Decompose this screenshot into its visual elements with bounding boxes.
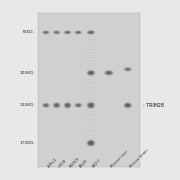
Text: 22Rv1: 22Rv1: [47, 157, 59, 168]
Ellipse shape: [52, 102, 61, 109]
Ellipse shape: [64, 31, 71, 34]
Ellipse shape: [76, 104, 80, 107]
Ellipse shape: [55, 104, 59, 107]
Ellipse shape: [43, 103, 49, 107]
Ellipse shape: [53, 31, 60, 34]
Ellipse shape: [75, 103, 82, 108]
Ellipse shape: [55, 31, 59, 33]
Ellipse shape: [63, 30, 72, 35]
Ellipse shape: [64, 30, 71, 34]
Ellipse shape: [43, 104, 49, 107]
Ellipse shape: [87, 140, 95, 146]
Ellipse shape: [88, 141, 94, 145]
Ellipse shape: [125, 103, 131, 107]
Ellipse shape: [89, 31, 93, 34]
Ellipse shape: [42, 103, 50, 108]
Ellipse shape: [87, 70, 95, 76]
Ellipse shape: [89, 71, 93, 75]
Ellipse shape: [124, 67, 132, 71]
Ellipse shape: [87, 71, 94, 75]
Ellipse shape: [86, 30, 96, 35]
Ellipse shape: [88, 31, 94, 34]
Ellipse shape: [43, 31, 49, 34]
Ellipse shape: [87, 30, 95, 35]
Ellipse shape: [123, 102, 132, 109]
Text: Mouse brain: Mouse brain: [129, 148, 149, 168]
Ellipse shape: [88, 103, 94, 108]
Ellipse shape: [74, 103, 83, 108]
Ellipse shape: [53, 103, 60, 108]
Ellipse shape: [87, 31, 94, 34]
Ellipse shape: [66, 32, 69, 33]
Ellipse shape: [104, 70, 114, 76]
Ellipse shape: [55, 32, 58, 33]
Ellipse shape: [104, 70, 113, 75]
Ellipse shape: [89, 142, 93, 144]
Ellipse shape: [64, 102, 71, 108]
Ellipse shape: [44, 104, 48, 107]
Ellipse shape: [89, 103, 93, 107]
Text: MCF7: MCF7: [92, 158, 102, 168]
Ellipse shape: [125, 68, 131, 71]
Text: Mouse liver: Mouse liver: [110, 149, 129, 168]
Ellipse shape: [87, 102, 95, 109]
Ellipse shape: [66, 104, 69, 107]
Ellipse shape: [75, 30, 82, 34]
Ellipse shape: [76, 104, 81, 107]
Ellipse shape: [87, 103, 94, 108]
Ellipse shape: [65, 103, 70, 107]
Ellipse shape: [87, 140, 94, 146]
Ellipse shape: [86, 70, 96, 76]
Ellipse shape: [88, 71, 94, 75]
Ellipse shape: [44, 32, 47, 33]
FancyBboxPatch shape: [38, 13, 140, 167]
Ellipse shape: [89, 31, 93, 33]
Ellipse shape: [42, 103, 50, 108]
Ellipse shape: [126, 68, 129, 70]
Ellipse shape: [53, 30, 60, 34]
Text: 170KD-: 170KD-: [19, 141, 35, 145]
Text: A549: A549: [79, 158, 89, 168]
Ellipse shape: [124, 68, 131, 71]
Ellipse shape: [86, 139, 96, 147]
Text: HT29: HT29: [58, 158, 68, 168]
Ellipse shape: [86, 102, 96, 109]
Ellipse shape: [64, 103, 71, 108]
Ellipse shape: [44, 31, 48, 33]
Ellipse shape: [76, 31, 80, 33]
Ellipse shape: [89, 141, 93, 145]
Ellipse shape: [106, 71, 111, 74]
Ellipse shape: [89, 104, 93, 107]
Ellipse shape: [43, 31, 49, 34]
Ellipse shape: [75, 31, 82, 34]
Ellipse shape: [44, 104, 47, 106]
Ellipse shape: [54, 103, 59, 107]
Ellipse shape: [126, 68, 130, 71]
Ellipse shape: [65, 103, 70, 107]
Ellipse shape: [126, 104, 130, 107]
Ellipse shape: [106, 71, 112, 75]
Ellipse shape: [124, 103, 131, 108]
Ellipse shape: [107, 72, 111, 74]
Ellipse shape: [54, 31, 59, 34]
Ellipse shape: [42, 30, 50, 34]
Ellipse shape: [65, 31, 70, 34]
Ellipse shape: [63, 102, 72, 109]
Text: 130KD-: 130KD-: [19, 103, 35, 107]
Ellipse shape: [55, 104, 58, 106]
Ellipse shape: [53, 102, 60, 108]
Text: 100KD-: 100KD-: [19, 71, 35, 75]
Text: - TRIM28: - TRIM28: [143, 103, 164, 108]
Text: 70KD-: 70KD-: [22, 30, 35, 34]
Ellipse shape: [126, 104, 129, 106]
Ellipse shape: [77, 32, 80, 33]
Ellipse shape: [75, 103, 82, 107]
Ellipse shape: [124, 102, 132, 108]
Ellipse shape: [76, 31, 81, 34]
Text: SKOV3: SKOV3: [68, 156, 80, 168]
Ellipse shape: [105, 71, 113, 75]
Ellipse shape: [89, 72, 93, 74]
Ellipse shape: [77, 104, 80, 106]
Ellipse shape: [65, 31, 70, 33]
